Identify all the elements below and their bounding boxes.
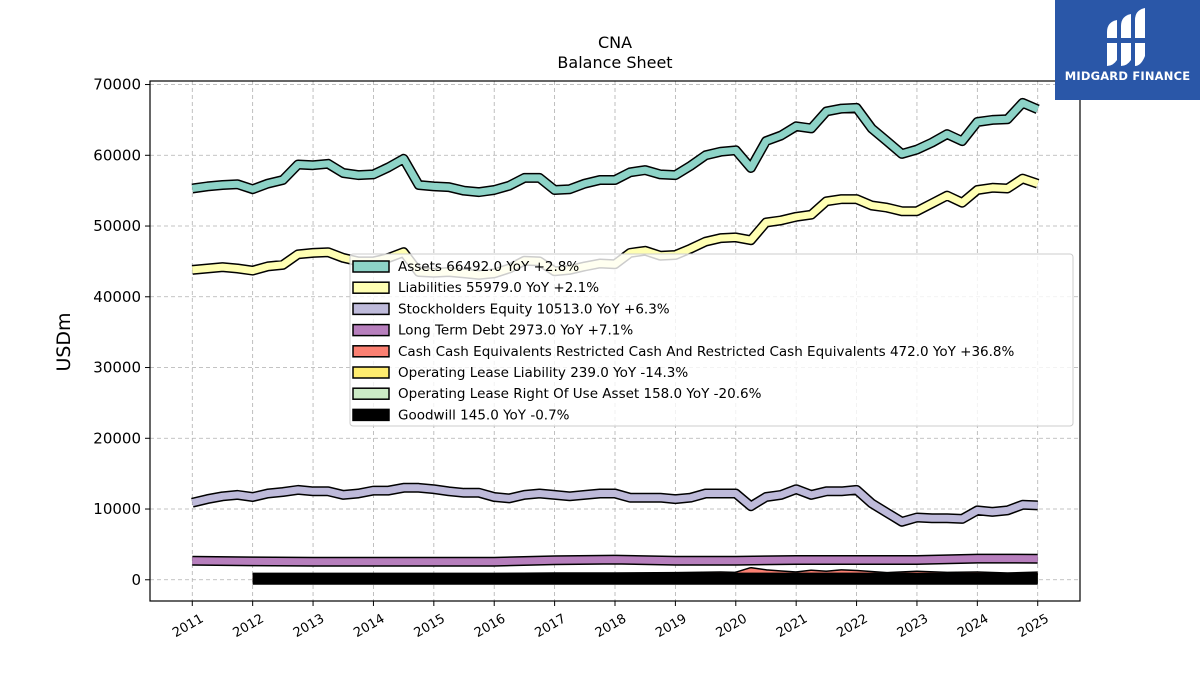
y-tick-label: 50000: [93, 217, 141, 235]
x-tick-label: 2019: [653, 611, 689, 641]
x-tick-label: 2016: [472, 611, 508, 641]
series-line-0: [191, 99, 1040, 196]
x-tick-label: 2015: [412, 611, 448, 641]
series-line-2: [191, 484, 1038, 526]
y-tick-label: 40000: [93, 288, 141, 306]
legend-swatch: [352, 260, 390, 273]
y-tick-label: 20000: [93, 429, 141, 447]
legend-swatch: [352, 366, 390, 379]
legend-entry: Operating Lease Right Of Use Asset 158.0…: [398, 386, 762, 402]
legend-swatch: [352, 345, 390, 358]
brand-logo: MIDGARD FINANCE: [1055, 0, 1200, 100]
y-tick-label: 70000: [93, 76, 141, 94]
series-line-3: [192, 555, 1038, 566]
x-tick-label: 2021: [774, 611, 810, 641]
legend-entry: Stockholders Equity 10513.0 YoY +6.3%: [398, 301, 670, 317]
y-tick-label: 10000: [93, 500, 141, 518]
legend-entry: Operating Lease Liability 239.0 YoY -14.…: [398, 365, 688, 381]
x-tick-label: 2025: [1016, 611, 1052, 641]
x-tick-label: 2014: [351, 611, 387, 641]
series-lines: [191, 97, 1040, 585]
legend-entry: Long Term Debt 2973.0 YoY +7.1%: [398, 323, 633, 339]
y-axis-ticks: 0 10000 20000 30000 40000 50000 60000 70000: [93, 76, 150, 589]
x-tick-label: 2017: [532, 611, 568, 641]
x-tick-label: 2011: [170, 611, 206, 641]
chart-subtitle: Balance Sheet: [557, 53, 672, 72]
x-tick-label: 2024: [955, 611, 991, 641]
x-tick-label: 2022: [834, 611, 870, 641]
x-tick-label: 2020: [714, 611, 750, 641]
x-tick-label: 2012: [231, 611, 267, 641]
legend-swatch: [352, 387, 390, 400]
legend-entry: Cash Cash Equivalents Restricted Cash An…: [398, 344, 1015, 360]
legend-swatch: [352, 302, 390, 316]
y-axis-label: USDm: [53, 312, 75, 371]
x-tick-label: 2013: [291, 611, 327, 641]
chart-title: CNA: [598, 33, 632, 52]
y-tick-label: 0: [131, 571, 141, 589]
legend-entry: Goodwill 145.0 YoY -0.7%: [398, 407, 570, 423]
y-tick-label: 30000: [93, 359, 141, 377]
legend: Assets 66492.0 YoY +2.8% Liabilities 5597…: [349, 253, 1074, 427]
x-tick-label: 2023: [895, 611, 931, 641]
legend-box: [349, 253, 1074, 427]
midgard-logo-icon: [1105, 8, 1149, 66]
x-axis-ticks: 2011 2012 2013 2014 2015 2016 2017 2018 2019 2020…: [170, 601, 1052, 641]
legend-entry: Assets 66492.0 YoY +2.8%: [398, 259, 579, 275]
y-tick-label: 60000: [93, 146, 141, 164]
legend-swatch: [352, 281, 390, 294]
legend-swatch: [352, 323, 390, 337]
legend-swatch: [352, 408, 390, 422]
x-tick-label: 2018: [593, 611, 629, 641]
brand-name: MIDGARD FINANCE: [1064, 69, 1191, 83]
legend-entry: Liabilities 55979.0 YoY +2.1%: [398, 280, 599, 296]
